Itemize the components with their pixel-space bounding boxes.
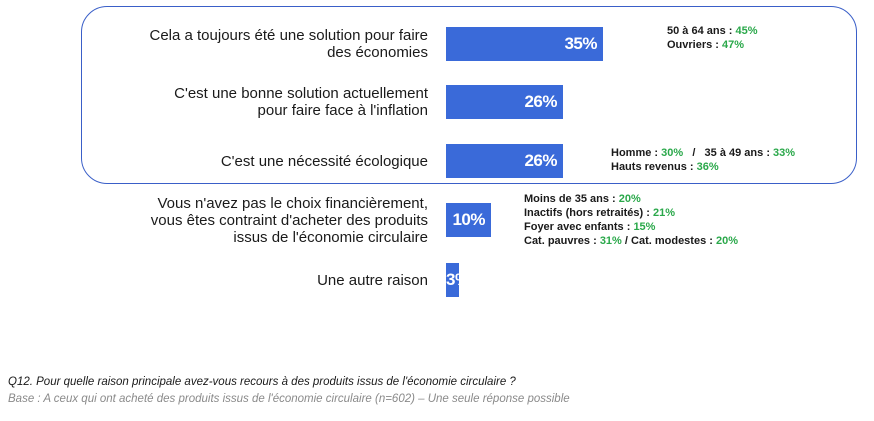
segment-note-pct: 36% [696, 161, 719, 173]
segment-note-line: Foyer avec enfants : 15% [524, 220, 738, 234]
bar-value-label: 10% [452, 210, 485, 229]
base-text: Base : A ceux qui ont acheté des produit… [8, 393, 570, 405]
category-label: C'est une nécessité écologique [98, 153, 428, 170]
highlight-box [81, 6, 857, 184]
question-text: Q12. Pour quelle raison principale avez-… [8, 376, 516, 388]
segment-note-pct: 21% [652, 207, 676, 219]
segment-note-pct: 33% [773, 147, 796, 159]
bar-value-label: 26% [524, 92, 557, 111]
segment-note-text: / Cat. modestes : [621, 235, 716, 247]
category-label-line: pour faire face à l'inflation [257, 102, 428, 119]
segment-note-pct: 47% [722, 39, 745, 51]
category-label: C'est une bonne solution actuellement pou… [98, 85, 428, 119]
bar: 26% [446, 144, 563, 178]
segment-note-pct: 45% [735, 25, 758, 37]
segment-note-pct: 20% [715, 235, 739, 247]
segment-note-line: Hauts revenus : 36% [611, 160, 795, 174]
segment-note-line: 50 à 64 ans : 45% [667, 24, 758, 38]
segment-note: 50 à 64 ans : 45% Ouvriers : 47% [667, 24, 758, 52]
segment-note-text: Cat. pauvres : [524, 235, 600, 247]
bar-value-label: 26% [524, 151, 557, 170]
bar: 35% [446, 27, 603, 61]
segment-note-pct: 20% [618, 193, 641, 205]
segment-note-line: Homme : 30% / 35 à 49 ans : 33% [611, 146, 795, 160]
bar: 26% [446, 85, 563, 119]
segment-note-pct: 30% [661, 147, 684, 159]
category-label-line: des économies [327, 44, 428, 61]
segment-note-pct: 31% [599, 235, 622, 247]
category-label-line: vous êtes contraint d'acheter des produi… [150, 211, 428, 229]
category-label: Une autre raison [98, 272, 428, 289]
segment-note-line: Ouvriers : 47% [667, 38, 758, 52]
segment-note: Homme : 30% / 35 à 49 ans : 33% Hauts rev… [611, 146, 795, 174]
segment-note: Moins de 35 ans : 20% Inactifs (hors retr… [524, 192, 738, 248]
segment-note-text: Foyer avec enfants : [524, 221, 634, 233]
category-label-line: issus de l'économie circulaire [233, 228, 428, 246]
segment-note-text: Inactifs (hors retraités) : [524, 207, 653, 219]
bar: 10% [446, 203, 491, 237]
segment-note-line: Cat. pauvres : 31% / Cat. modestes : 20% [524, 234, 738, 248]
segment-note-text: 50 à 64 ans : [667, 25, 736, 37]
segment-note-line: Inactifs (hors retraités) : 21% [524, 206, 738, 220]
category-label: Vous n'avez pas le choix financièrement,… [98, 195, 428, 246]
segment-note-text: Moins de 35 ans : [524, 193, 619, 205]
segment-note-text: / 35 à 49 ans : [683, 147, 774, 159]
category-label: Cela a toujours été une solution pour fa… [98, 27, 428, 61]
segment-note-text: Hauts revenus : [611, 161, 697, 173]
category-label-line: Vous n'avez pas le choix financièrement, [157, 194, 428, 212]
bar-value-label: 35% [564, 34, 597, 53]
segment-note-pct: 15% [633, 221, 656, 233]
category-label-line: Cela a toujours été une solution pour fa… [149, 27, 428, 44]
category-label-line: C'est une bonne solution actuellement [174, 85, 428, 102]
bar: 3% [446, 263, 470, 297]
segment-note-text: Homme : [611, 147, 662, 159]
bar-value-label: 3% [446, 270, 470, 289]
category-label-line: C'est une nécessité écologique [220, 152, 428, 170]
category-label-line: Une autre raison [317, 271, 428, 289]
segment-note-text: Ouvriers : [667, 39, 723, 51]
segment-note-line: Moins de 35 ans : 20% [524, 192, 738, 206]
